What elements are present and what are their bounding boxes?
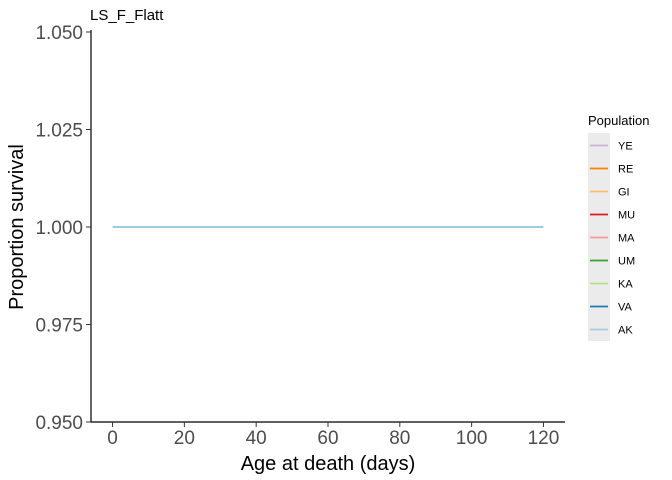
chart-title: LS_F_Flatt	[90, 7, 164, 24]
legend-label-gi: GI	[618, 187, 630, 199]
legend-label-va: VA	[618, 302, 633, 314]
y-axis: 0.950 0.975 1.000 1.025 1.050	[35, 23, 92, 434]
x-tick-label: 60	[317, 428, 338, 449]
legend-title: Population	[588, 113, 649, 128]
legend-label-ma: MA	[618, 233, 635, 245]
x-tick-label: 0	[107, 428, 118, 449]
y-axis-title: Proportion survival	[6, 144, 28, 310]
legend-items: YE RE GI MU MA UM KA VA AK	[590, 141, 635, 337]
legend-label-ka: KA	[618, 279, 633, 291]
x-tick-label: 120	[528, 428, 560, 449]
legend: Population YE RE GI MU MA UM KA VA AK	[588, 113, 649, 341]
x-axis: 0 20 40 60 80 100 120	[91, 421, 565, 449]
x-tick-label: 100	[456, 428, 488, 449]
x-tick-label: 80	[389, 428, 410, 449]
legend-label-um: UM	[618, 256, 635, 268]
y-tick-label: 0.975	[35, 316, 83, 337]
legend-label-ak: AK	[618, 325, 633, 337]
x-tick-label: 40	[246, 428, 267, 449]
legend-label-ye: YE	[618, 141, 633, 153]
x-axis-title: Age at death (days)	[241, 453, 416, 475]
legend-label-re: RE	[618, 164, 633, 176]
y-tick-label: 1.050	[35, 23, 83, 44]
x-tick-label: 20	[174, 428, 195, 449]
y-tick-label: 1.000	[35, 218, 83, 239]
legend-label-mu: MU	[618, 210, 635, 222]
y-tick-label: 0.950	[35, 413, 83, 434]
y-tick-label: 1.025	[35, 121, 83, 142]
